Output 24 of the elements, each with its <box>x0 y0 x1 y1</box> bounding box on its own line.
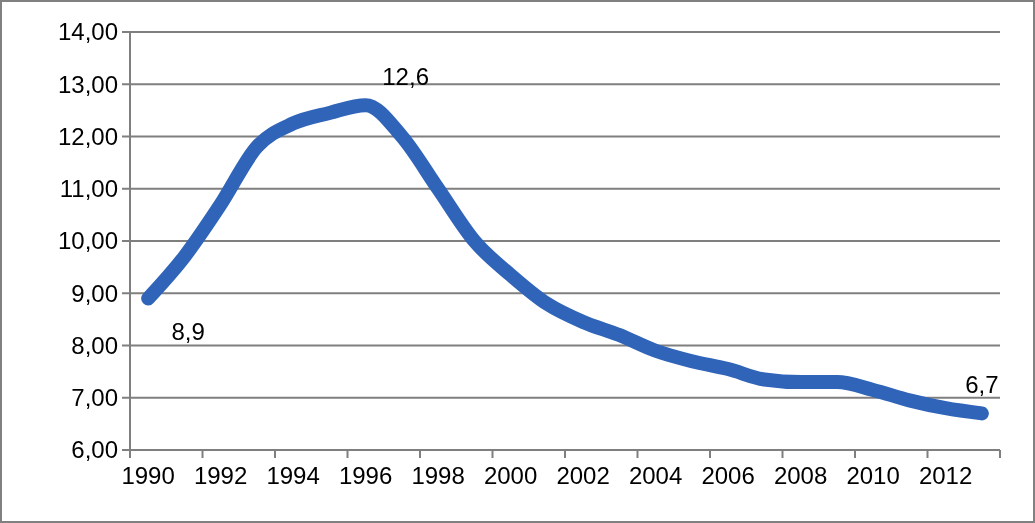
x-tick-label: 1996 <box>338 462 393 489</box>
x-tick-label: 1990 <box>121 462 175 489</box>
data-label: 6,7 <box>965 371 999 399</box>
data-label: 12,6 <box>382 63 429 91</box>
x-tick-label: 1994 <box>266 462 320 489</box>
y-tick-label: 6,00 <box>71 436 118 464</box>
x-tick-label: 2004 <box>628 462 683 489</box>
x-tick-label: 2008 <box>773 462 828 489</box>
x-tick-label: 2010 <box>846 462 900 489</box>
y-tick-label: 10,00 <box>57 227 118 255</box>
x-tick-label: 1998 <box>411 462 465 489</box>
x-tick-label: 2002 <box>556 462 610 489</box>
y-tick-label: 14,00 <box>57 18 118 46</box>
y-tick-label: 11,00 <box>59 175 118 203</box>
data-label: 8,9 <box>171 318 205 346</box>
x-tick-label: 2006 <box>701 462 755 489</box>
y-tick-label: 7,00 <box>71 384 118 412</box>
x-tick-label: 1992 <box>193 462 248 489</box>
y-tick-label: 8,00 <box>71 331 118 359</box>
x-tick-label: 2012 <box>918 462 973 489</box>
y-tick-label: 12,00 <box>57 122 118 150</box>
y-tick-label: 13,00 <box>57 70 118 98</box>
y-tick-label: 9,00 <box>71 279 118 307</box>
x-tick-label: 2000 <box>483 462 538 489</box>
